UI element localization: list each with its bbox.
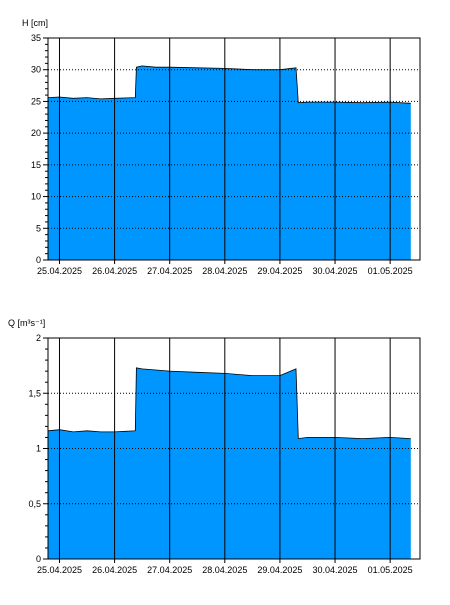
series-area-q-0: [48, 367, 411, 559]
x-tick-label-q: 26.04.2025: [92, 565, 137, 575]
x-tick-label-q: 28.04.2025: [202, 565, 247, 575]
x-tick-label-h: 25.04.2025: [37, 266, 82, 276]
x-tick-label-h: 27.04.2025: [147, 266, 192, 276]
x-tick-label-q: 30.04.2025: [313, 565, 358, 575]
y-tick-label-h: 35: [31, 33, 41, 43]
x-tick-label-h: 28.04.2025: [202, 266, 247, 276]
y-tick-label-q: 2: [36, 333, 41, 343]
x-tick-label-h: 01.05.2025: [368, 266, 413, 276]
y-tick-label-h: 10: [31, 192, 41, 202]
y-tick-label-h: 25: [31, 96, 41, 106]
y-tick-label-q: 0: [36, 554, 41, 564]
x-tick-label-q: 27.04.2025: [147, 565, 192, 575]
y-tick-label-h: 0: [36, 255, 41, 265]
y-tick-label-h: 30: [31, 65, 41, 75]
y-tick-label-q: 1: [36, 444, 41, 454]
y-axis-label-h: H [cm]: [22, 18, 48, 28]
y-tick-label-h: 15: [31, 160, 41, 170]
x-tick-label-q: 29.04.2025: [257, 565, 302, 575]
series-line-q-0: [47, 367, 411, 440]
x-tick-label-q: 25.04.2025: [37, 565, 82, 575]
series-area-h-0: [48, 65, 411, 261]
x-tick-label-h: 26.04.2025: [92, 266, 137, 276]
x-tick-label-h: 30.04.2025: [313, 266, 358, 276]
chart-h: 25.04.2025 26.04.2025 27.04.2025 28.04.2025…: [22, 18, 421, 276]
y-tick-label-q: 1,5: [28, 388, 41, 398]
y-tick-label-q: 0,5: [28, 499, 41, 509]
series-line-h-0: [47, 65, 411, 104]
y-axis-label-q: Q [m³s⁻¹]: [8, 318, 45, 328]
plot-frame-h: [47, 37, 421, 261]
y-tick-label-h: 20: [31, 128, 41, 138]
x-tick-label-q: 01.05.2025: [368, 565, 413, 575]
x-tick-label-h: 29.04.2025: [257, 266, 302, 276]
y-tick-label-h: 5: [36, 223, 41, 233]
chart-q: 25.04.2025 26.04.2025 27.04.2025 28.04.2025…: [8, 318, 421, 575]
